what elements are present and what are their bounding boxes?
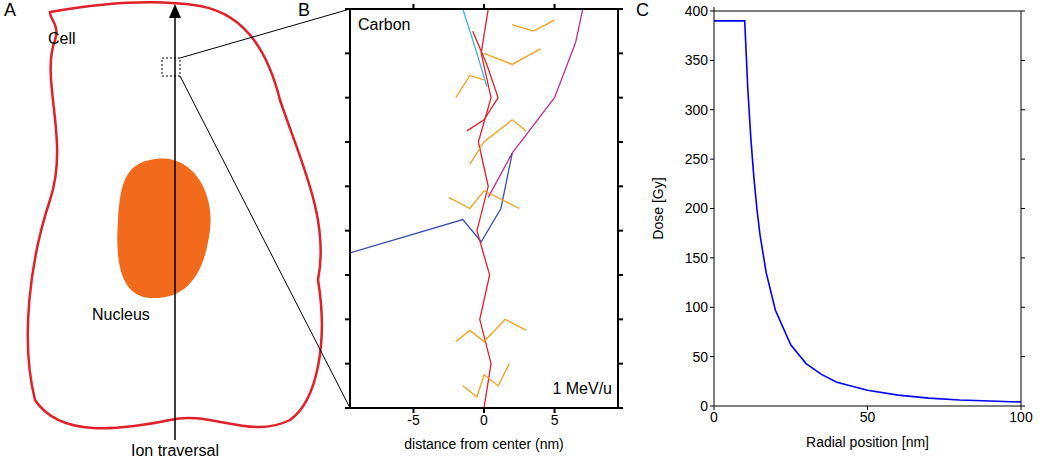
- svg-text:Nucleus: Nucleus: [92, 306, 150, 323]
- svg-text:250: 250: [685, 151, 709, 167]
- svg-text:350: 350: [685, 52, 709, 68]
- html-text:A: A: [4, 0, 16, 20]
- svg-text:Ion traversal: Ion traversal: [131, 442, 219, 459]
- html-text:B: B: [298, 0, 310, 20]
- svg-text:0: 0: [700, 398, 708, 414]
- svg-text:5: 5: [551, 412, 559, 428]
- svg-text:100: 100: [685, 299, 709, 315]
- svg-text:100: 100: [1009, 409, 1033, 425]
- html-text:Carbon: Carbon: [358, 16, 411, 33]
- svg-text:0: 0: [710, 409, 718, 425]
- svg-text:200: 200: [685, 200, 709, 216]
- svg-text:50: 50: [692, 349, 708, 365]
- svg-text:Cell: Cell: [48, 30, 76, 47]
- svg-text:50: 50: [860, 409, 876, 425]
- svg-text:Dose [Gy]: Dose [Gy]: [650, 177, 666, 239]
- svg-text:0: 0: [480, 412, 488, 428]
- svg-text:150: 150: [685, 250, 709, 266]
- html-text:C: C: [636, 0, 649, 20]
- svg-text:400: 400: [685, 3, 709, 19]
- svg-text:300: 300: [685, 102, 709, 118]
- svg-text:Radial position [nm]: Radial position [nm]: [806, 434, 929, 450]
- html-text:1 MeV/u: 1 MeV/u: [552, 380, 612, 397]
- svg-text:distance from center (nm): distance from center (nm): [404, 436, 564, 452]
- svg-text:-5: -5: [407, 412, 420, 428]
